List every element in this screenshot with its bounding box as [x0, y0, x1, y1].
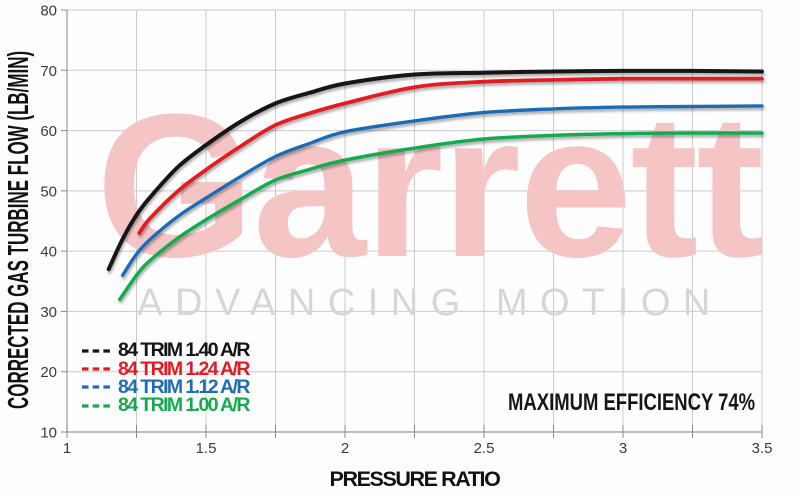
y-tick-label: 30: [40, 304, 57, 321]
y-axis-title: CORRECTED GAS TURBINE FLOW (LB/MIN): [3, 50, 35, 410]
legend-label: 84 TRIM 1.40 A/R: [118, 339, 250, 362]
legend-label: 84 TRIM 1.24 A/R: [118, 357, 250, 380]
max-efficiency-note: MAXIMUM EFFICIENCY 74%: [508, 389, 756, 416]
y-tick-label: 80: [40, 3, 57, 20]
legend: 84 TRIM 1.40 A/R 84 TRIM 1.24 A/R 84 TRIM …: [81, 339, 250, 416]
legend-dash-icon: [82, 367, 110, 371]
x-axis-title: PRESSURE RATIO: [329, 467, 501, 491]
y-tick-label: 40: [40, 244, 57, 261]
x-tick-label: 1: [63, 440, 71, 457]
garrett-brand-watermark: Garrett: [96, 72, 762, 300]
x-tick-label: 2: [341, 440, 349, 457]
legend-dash-icon: [82, 404, 110, 408]
flow-curves: [106, 68, 764, 302]
x-tick-label: 1.5: [196, 440, 217, 457]
legend-dash-icon: [82, 349, 110, 353]
y-tick-label: 60: [40, 123, 57, 140]
axes: [61, 9, 763, 438]
x-tick-label: 3: [619, 440, 627, 457]
legend-item-3: 84 TRIM 1.00 A/R: [81, 393, 250, 416]
x-tick-label: 2.5: [474, 440, 495, 457]
y-tick-label: 10: [40, 425, 57, 442]
series-curve-1: [137, 76, 764, 235]
tick-labels: 1 1.5 2 2.5 3 3.5 10 20 30 40 50 60 70 80: [40, 3, 772, 458]
legend-label: 84 TRIM 1.00 A/R: [118, 393, 250, 416]
legend-dash-icon: [82, 385, 110, 390]
legend-item-0: 84 TRIM 1.40 A/R: [81, 339, 250, 362]
y-tick-label: 50: [40, 183, 57, 200]
y-tick-label: 70: [40, 63, 57, 80]
advancing-motion-watermark: ADVANCING MOTION: [137, 282, 723, 324]
series-curve-3: [118, 131, 764, 302]
legend-item-2: 84 TRIM 1.12 A/R: [81, 375, 250, 398]
series-curve-0: [106, 68, 764, 272]
legend-label: 84 TRIM 1.12 A/R: [118, 375, 250, 398]
legend-item-1: 84 TRIM 1.24 A/R: [81, 357, 250, 380]
y-tick-label: 20: [40, 364, 57, 381]
series-curve-2: [120, 104, 764, 277]
x-tick-label: 3.5: [752, 440, 773, 457]
